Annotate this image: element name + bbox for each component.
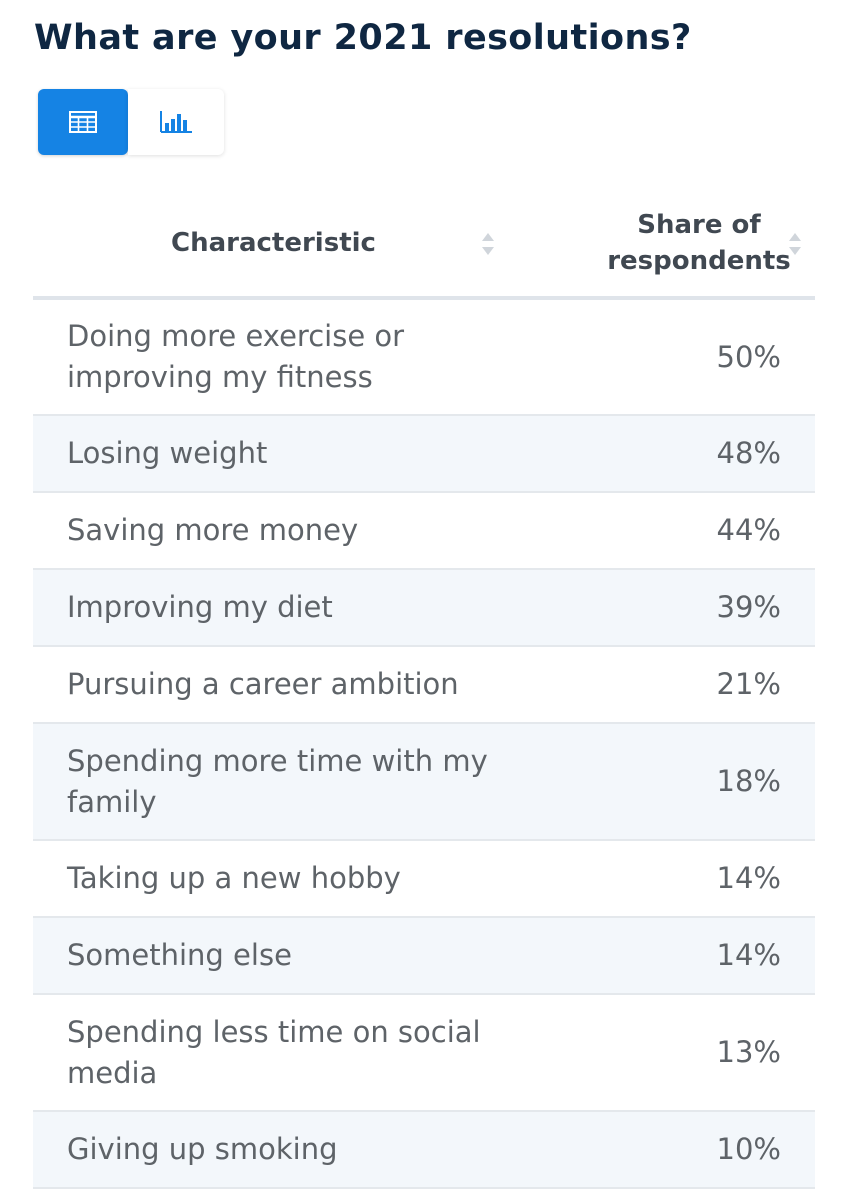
row-characteristic: Improving my diet <box>33 569 543 647</box>
row-value: 14% <box>543 917 815 995</box>
sort-icon[interactable] <box>787 230 803 258</box>
row-value: 48% <box>543 415 815 493</box>
table-row: Giving up smoking 10% <box>33 1111 815 1189</box>
column-header-share[interactable]: Share of respondents <box>543 190 815 300</box>
bar-chart-icon <box>160 111 192 133</box>
column-header-label: Characteristic <box>171 228 376 258</box>
table-header-row: Characteristic Share of respondents <box>33 190 815 300</box>
table-row: Pursuing a career ambition 21% <box>33 646 815 724</box>
row-characteristic: Taking up a new hobby <box>33 840 543 918</box>
row-characteristic: Spending less time on social media <box>33 994 543 1112</box>
row-value: 14% <box>543 840 815 918</box>
row-characteristic: Saving more money <box>33 492 543 570</box>
row-value: 18% <box>543 723 815 841</box>
table-row: Losing weight 48% <box>33 415 815 493</box>
row-characteristic: Doing more exercise or improving my fitn… <box>33 298 543 416</box>
table-row: Spending more time with my family 18% <box>33 723 815 841</box>
row-value: 13% <box>543 994 815 1112</box>
page-title: What are your 2021 resolutions? <box>34 18 692 58</box>
row-characteristic: Spending more time with my family <box>33 723 543 841</box>
row-value: 44% <box>543 492 815 570</box>
table-row: Something else 14% <box>33 917 815 995</box>
row-value: 21% <box>543 646 815 724</box>
row-value: 50% <box>543 298 815 416</box>
view-toggle <box>38 89 224 155</box>
table-row: Taking up a new hobby 14% <box>33 840 815 918</box>
row-value: 10% <box>543 1111 815 1189</box>
row-characteristic: Pursuing a career ambition <box>33 646 543 724</box>
table-row: Saving more money 44% <box>33 492 815 570</box>
table-view-button[interactable] <box>38 89 128 155</box>
table-row: Improving my diet 39% <box>33 569 815 647</box>
sort-icon[interactable] <box>480 230 496 258</box>
table-grid-icon <box>69 111 97 133</box>
chart-view-button[interactable] <box>128 89 224 155</box>
data-table: Characteristic Share of respondents Doin <box>33 190 815 1189</box>
column-header-characteristic[interactable]: Characteristic <box>33 190 543 300</box>
column-header-label: Share of respondents <box>607 210 791 276</box>
row-characteristic: Something else <box>33 917 543 995</box>
row-characteristic: Losing weight <box>33 415 543 493</box>
table-row: Spending less time on social media 13% <box>33 994 815 1112</box>
row-value: 39% <box>543 569 815 647</box>
table-row: Doing more exercise or improving my fitn… <box>33 298 815 416</box>
row-characteristic: Giving up smoking <box>33 1111 543 1189</box>
